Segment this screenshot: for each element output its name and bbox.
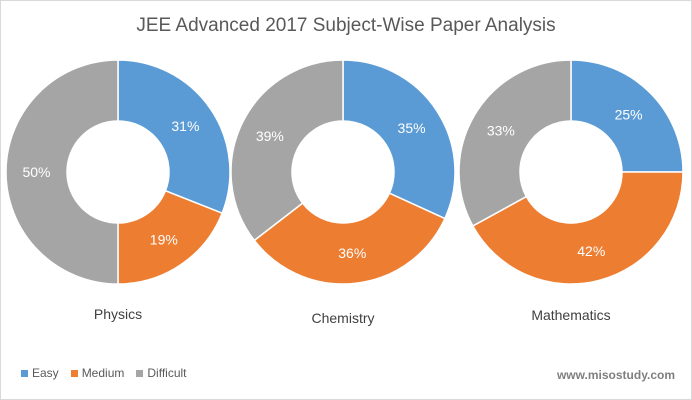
legend-swatch-easy — [21, 369, 28, 377]
legend-item-difficult: Difficult — [136, 366, 187, 380]
legend: Easy Medium Difficult — [21, 366, 187, 380]
legend-label-medium: Medium — [81, 366, 125, 380]
chart-title: JEE Advanced 2017 Subject-Wise Paper Ana… — [136, 15, 556, 36]
legend-swatch-difficult — [136, 369, 144, 377]
legend-swatch-medium — [70, 369, 78, 377]
legend-item-medium: Medium — [70, 366, 125, 380]
data-label-physics-difficult: 50% — [22, 164, 50, 180]
donut-charts: 31% 19% 50% Physics 35% 36% 39% Chemistry 25% 42%… — [5, 59, 684, 326]
donut-mathematics: 25% 42% 33% Mathematics — [458, 59, 684, 323]
legend-label-easy: Easy — [32, 366, 59, 380]
watermark: www.misostudy.com — [556, 368, 675, 382]
donut-physics: 31% 19% 50% Physics — [5, 59, 231, 322]
chart-subtitle-mathematics: Mathematics — [531, 307, 610, 323]
legend-label-difficult: Difficult — [147, 366, 187, 380]
data-label-physics-medium: 19% — [150, 231, 178, 247]
data-label-chemistry-medium: 36% — [338, 245, 366, 261]
data-label-mathematics-medium: 42% — [577, 243, 605, 259]
slice-chemistry-difficult — [230, 59, 344, 242]
data-label-mathematics-difficult: 33% — [487, 123, 515, 139]
donut-chemistry: 35% 36% 39% Chemistry — [230, 59, 456, 326]
slice-mathematics-difficult — [458, 59, 572, 227]
slice-mathematics-medium — [471, 171, 684, 285]
chart-subtitle-physics: Physics — [94, 306, 142, 322]
data-label-mathematics-easy: 25% — [615, 106, 643, 122]
slice-mathematics-easy — [570, 59, 684, 173]
data-label-chemistry-difficult: 39% — [256, 128, 284, 144]
slice-chemistry-medium — [253, 192, 446, 285]
data-label-physics-easy: 31% — [171, 118, 199, 134]
data-label-chemistry-easy: 35% — [398, 120, 426, 136]
slice-physics-medium — [117, 189, 224, 285]
chart-subtitle-chemistry: Chemistry — [311, 310, 374, 326]
slice-chemistry-easy — [342, 59, 456, 220]
legend-item-easy: Easy — [21, 366, 59, 380]
slice-physics-difficult — [5, 59, 119, 285]
slice-physics-easy — [117, 59, 231, 215]
